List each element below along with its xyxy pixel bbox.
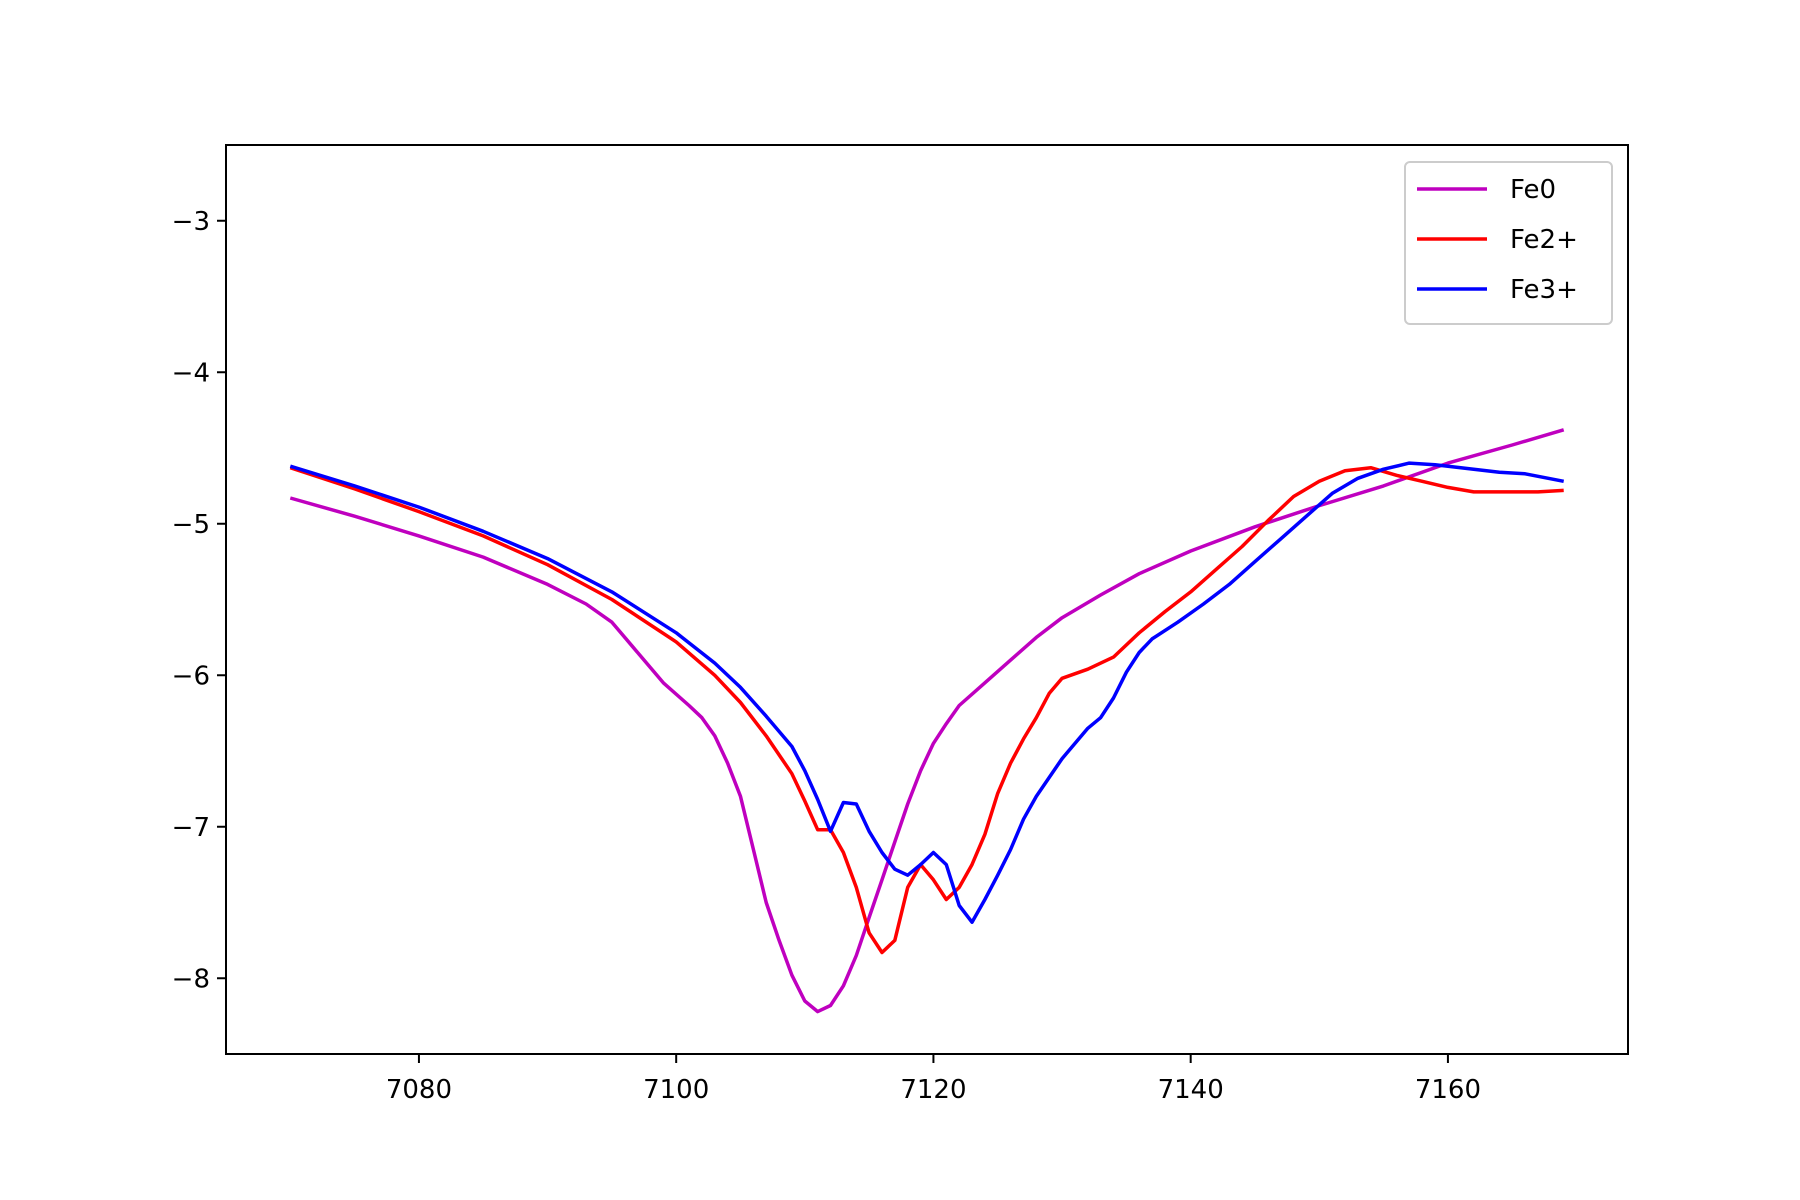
legend: Fe0 Fe2+ Fe3+ — [1404, 161, 1613, 325]
x-tick-label: 7080 — [386, 1075, 452, 1105]
series-line-Fe3+ — [289, 461, 1565, 924]
x-tick-label: 7100 — [643, 1075, 709, 1105]
y-tick-label: −3 — [172, 207, 210, 237]
y-tick-label: −5 — [172, 510, 210, 540]
y-tick-label: −6 — [172, 661, 210, 691]
y-tick-label: −4 — [172, 358, 210, 388]
x-tick-label: 7140 — [1158, 1075, 1224, 1105]
series-line-Fe0 — [289, 428, 1565, 1014]
legend-label-Fe0: Fe0 — [1510, 175, 1556, 205]
axes-frame — [225, 144, 1629, 1055]
legend-label-Fe2+: Fe2+ — [1510, 225, 1578, 255]
y-axis-ticks: −3 −4 −5 −6 −7 −8 — [172, 207, 226, 994]
x-axis-ticks: 7080 7100 7120 7140 7160 — [386, 1054, 1481, 1105]
y-tick-label: −8 — [172, 964, 210, 994]
x-tick-label: 7160 — [1415, 1075, 1481, 1105]
y-tick-label: −7 — [172, 813, 210, 843]
series-line-Fe2+ — [289, 465, 1564, 955]
legend-box — [1404, 161, 1613, 325]
legend-label-Fe3+: Fe3+ — [1510, 275, 1578, 305]
series-layer — [289, 428, 1565, 1014]
x-tick-label: 7120 — [900, 1075, 966, 1105]
